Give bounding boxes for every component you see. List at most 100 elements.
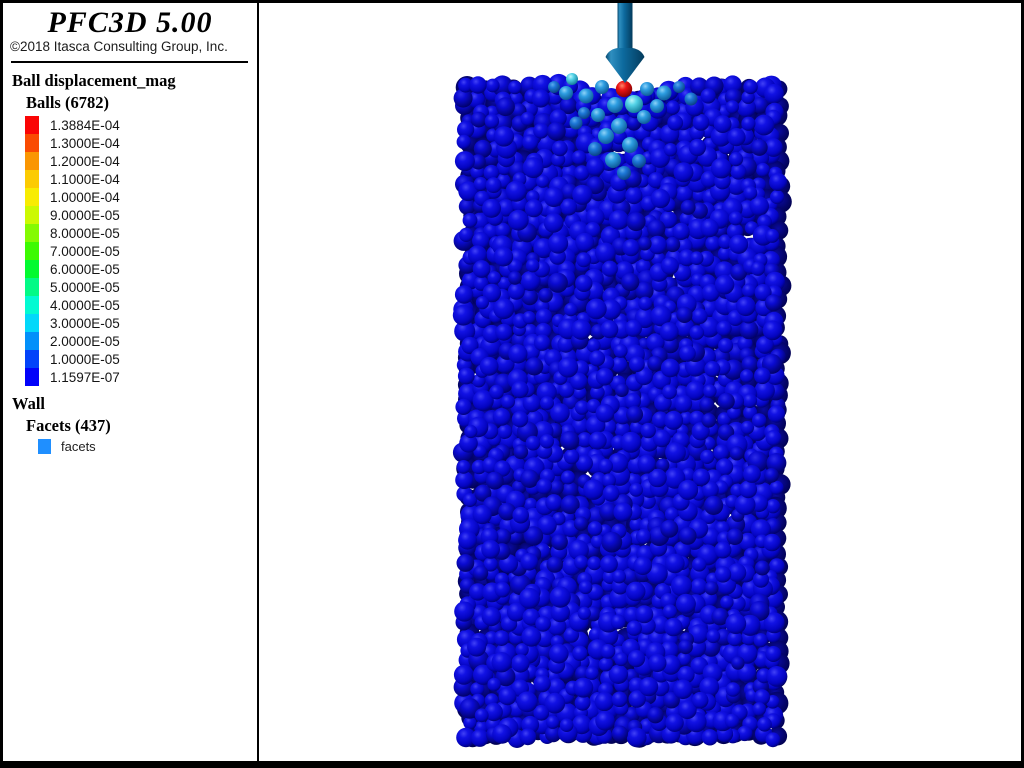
ball	[493, 246, 514, 267]
ball	[506, 602, 526, 622]
ball	[770, 189, 785, 205]
colorbar-value-label: 1.2000E-04	[50, 153, 120, 169]
ball	[571, 150, 587, 165]
ball	[665, 713, 684, 732]
ball	[765, 732, 781, 748]
ball	[535, 308, 553, 326]
ball	[628, 690, 646, 708]
displaced-ball	[605, 152, 621, 168]
colorbar-swatch	[25, 170, 39, 188]
ball	[734, 494, 756, 516]
ball	[560, 495, 580, 515]
ball	[763, 612, 785, 634]
ball	[717, 392, 735, 410]
ball	[737, 725, 753, 742]
ball	[725, 613, 747, 634]
ball	[699, 677, 720, 697]
ball	[766, 453, 787, 473]
ball	[757, 214, 772, 230]
ball	[573, 516, 589, 531]
ball	[560, 198, 578, 216]
ball	[752, 413, 767, 428]
ball	[625, 581, 646, 602]
ball	[637, 454, 656, 474]
ball	[522, 608, 540, 626]
ball	[726, 175, 747, 195]
ball	[513, 444, 529, 460]
ball	[492, 724, 512, 744]
ball	[453, 664, 474, 685]
colorbar-value-label: 1.1597E-07	[50, 369, 120, 385]
ball	[700, 170, 718, 188]
ball	[497, 276, 512, 291]
colorbar-value-label: 6.0000E-05	[50, 261, 120, 277]
ball	[525, 357, 544, 376]
ball	[646, 562, 668, 585]
ball	[648, 235, 667, 255]
colorbar-entry: 6.0000E-05	[25, 260, 257, 278]
ball	[463, 716, 477, 730]
ball	[633, 556, 652, 576]
colorbar-swatch	[25, 350, 39, 368]
ball	[590, 385, 605, 400]
ball	[768, 558, 785, 575]
colorbar-value-label: 8.0000E-05	[50, 225, 120, 241]
ball	[650, 188, 671, 209]
displaced-ball	[569, 116, 583, 130]
ball	[482, 198, 501, 218]
ball	[720, 595, 734, 609]
ball	[700, 218, 719, 238]
ball	[678, 249, 696, 267]
ball	[762, 320, 783, 341]
ball	[626, 212, 646, 232]
ball	[470, 682, 485, 697]
ball	[585, 666, 599, 680]
ball	[677, 666, 695, 684]
ball	[754, 380, 775, 401]
ball	[743, 79, 758, 95]
ball	[600, 644, 616, 659]
ball	[501, 394, 515, 409]
model-viewport[interactable]	[259, 3, 1021, 761]
displaced-ball	[588, 142, 602, 156]
ball	[484, 113, 500, 129]
colorbar-entry: 1.0000E-05	[25, 350, 257, 368]
ball	[519, 587, 540, 609]
ball	[487, 271, 501, 285]
ball	[457, 367, 475, 385]
ball	[494, 581, 511, 598]
ball	[611, 691, 628, 708]
ball	[715, 458, 734, 476]
ball	[727, 563, 747, 582]
colorbar-value-label: 1.3000E-04	[50, 135, 120, 151]
ball	[511, 411, 529, 428]
ball	[754, 689, 770, 706]
ball	[586, 157, 605, 176]
ball	[467, 245, 487, 265]
ball	[691, 308, 708, 325]
ball	[456, 134, 471, 150]
ball	[482, 283, 502, 303]
ball	[463, 493, 477, 508]
ball	[701, 729, 719, 746]
ball	[730, 263, 748, 281]
ball	[769, 480, 784, 495]
ball	[675, 593, 696, 614]
ball	[587, 556, 602, 571]
ball	[701, 481, 719, 499]
colorbar-swatch	[25, 296, 39, 314]
ball	[647, 355, 663, 372]
ball	[558, 382, 575, 398]
ball	[454, 601, 475, 622]
colorbar-swatch	[25, 152, 39, 170]
ball	[624, 393, 641, 410]
ball	[743, 186, 758, 200]
ball	[498, 687, 517, 706]
ball	[563, 448, 580, 465]
ball	[559, 718, 574, 732]
ball	[472, 231, 490, 250]
ball	[714, 274, 735, 295]
ball	[493, 630, 510, 646]
ball	[459, 434, 478, 453]
